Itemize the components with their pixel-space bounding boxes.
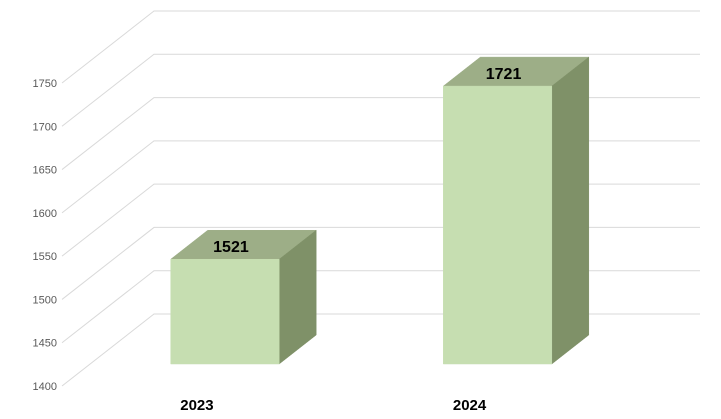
bar-2024[interactable]: 1721 — [442, 56, 590, 365]
bar-2023[interactable]: 1521 — [169, 229, 317, 365]
gridline-1750 — [61, 10, 700, 84]
y-tick-label-1500: 1500 — [33, 294, 57, 306]
bar-2024-front-face — [443, 85, 553, 365]
y-tick-label-1700: 1700 — [33, 121, 57, 133]
y-tick-label-1400: 1400 — [33, 381, 57, 393]
y-tick-label-1450: 1450 — [33, 338, 57, 350]
gridlines-group — [61, 10, 700, 387]
category-label-2023: 2023 — [180, 397, 213, 414]
data-label-2024: 1721 — [486, 66, 522, 83]
category-label-2024: 2024 — [453, 397, 487, 414]
y-tick-label-1550: 1550 — [33, 251, 57, 263]
bar-2024-side-face — [551, 56, 590, 365]
y-tick-label-1750: 1750 — [33, 78, 57, 90]
bars-group: 1521 2023 1721 2024 — [169, 56, 590, 414]
gridline-1700 — [61, 53, 700, 127]
y-tick-label-1600: 1600 — [33, 208, 57, 220]
bar-2023-front-face — [170, 258, 280, 365]
y-tick-label-1650: 1650 — [33, 165, 57, 177]
y-axis-tick-labels: 1400 1450 1500 1550 1600 1650 1700 1750 — [33, 78, 57, 393]
data-label-2023: 1521 — [213, 239, 249, 256]
